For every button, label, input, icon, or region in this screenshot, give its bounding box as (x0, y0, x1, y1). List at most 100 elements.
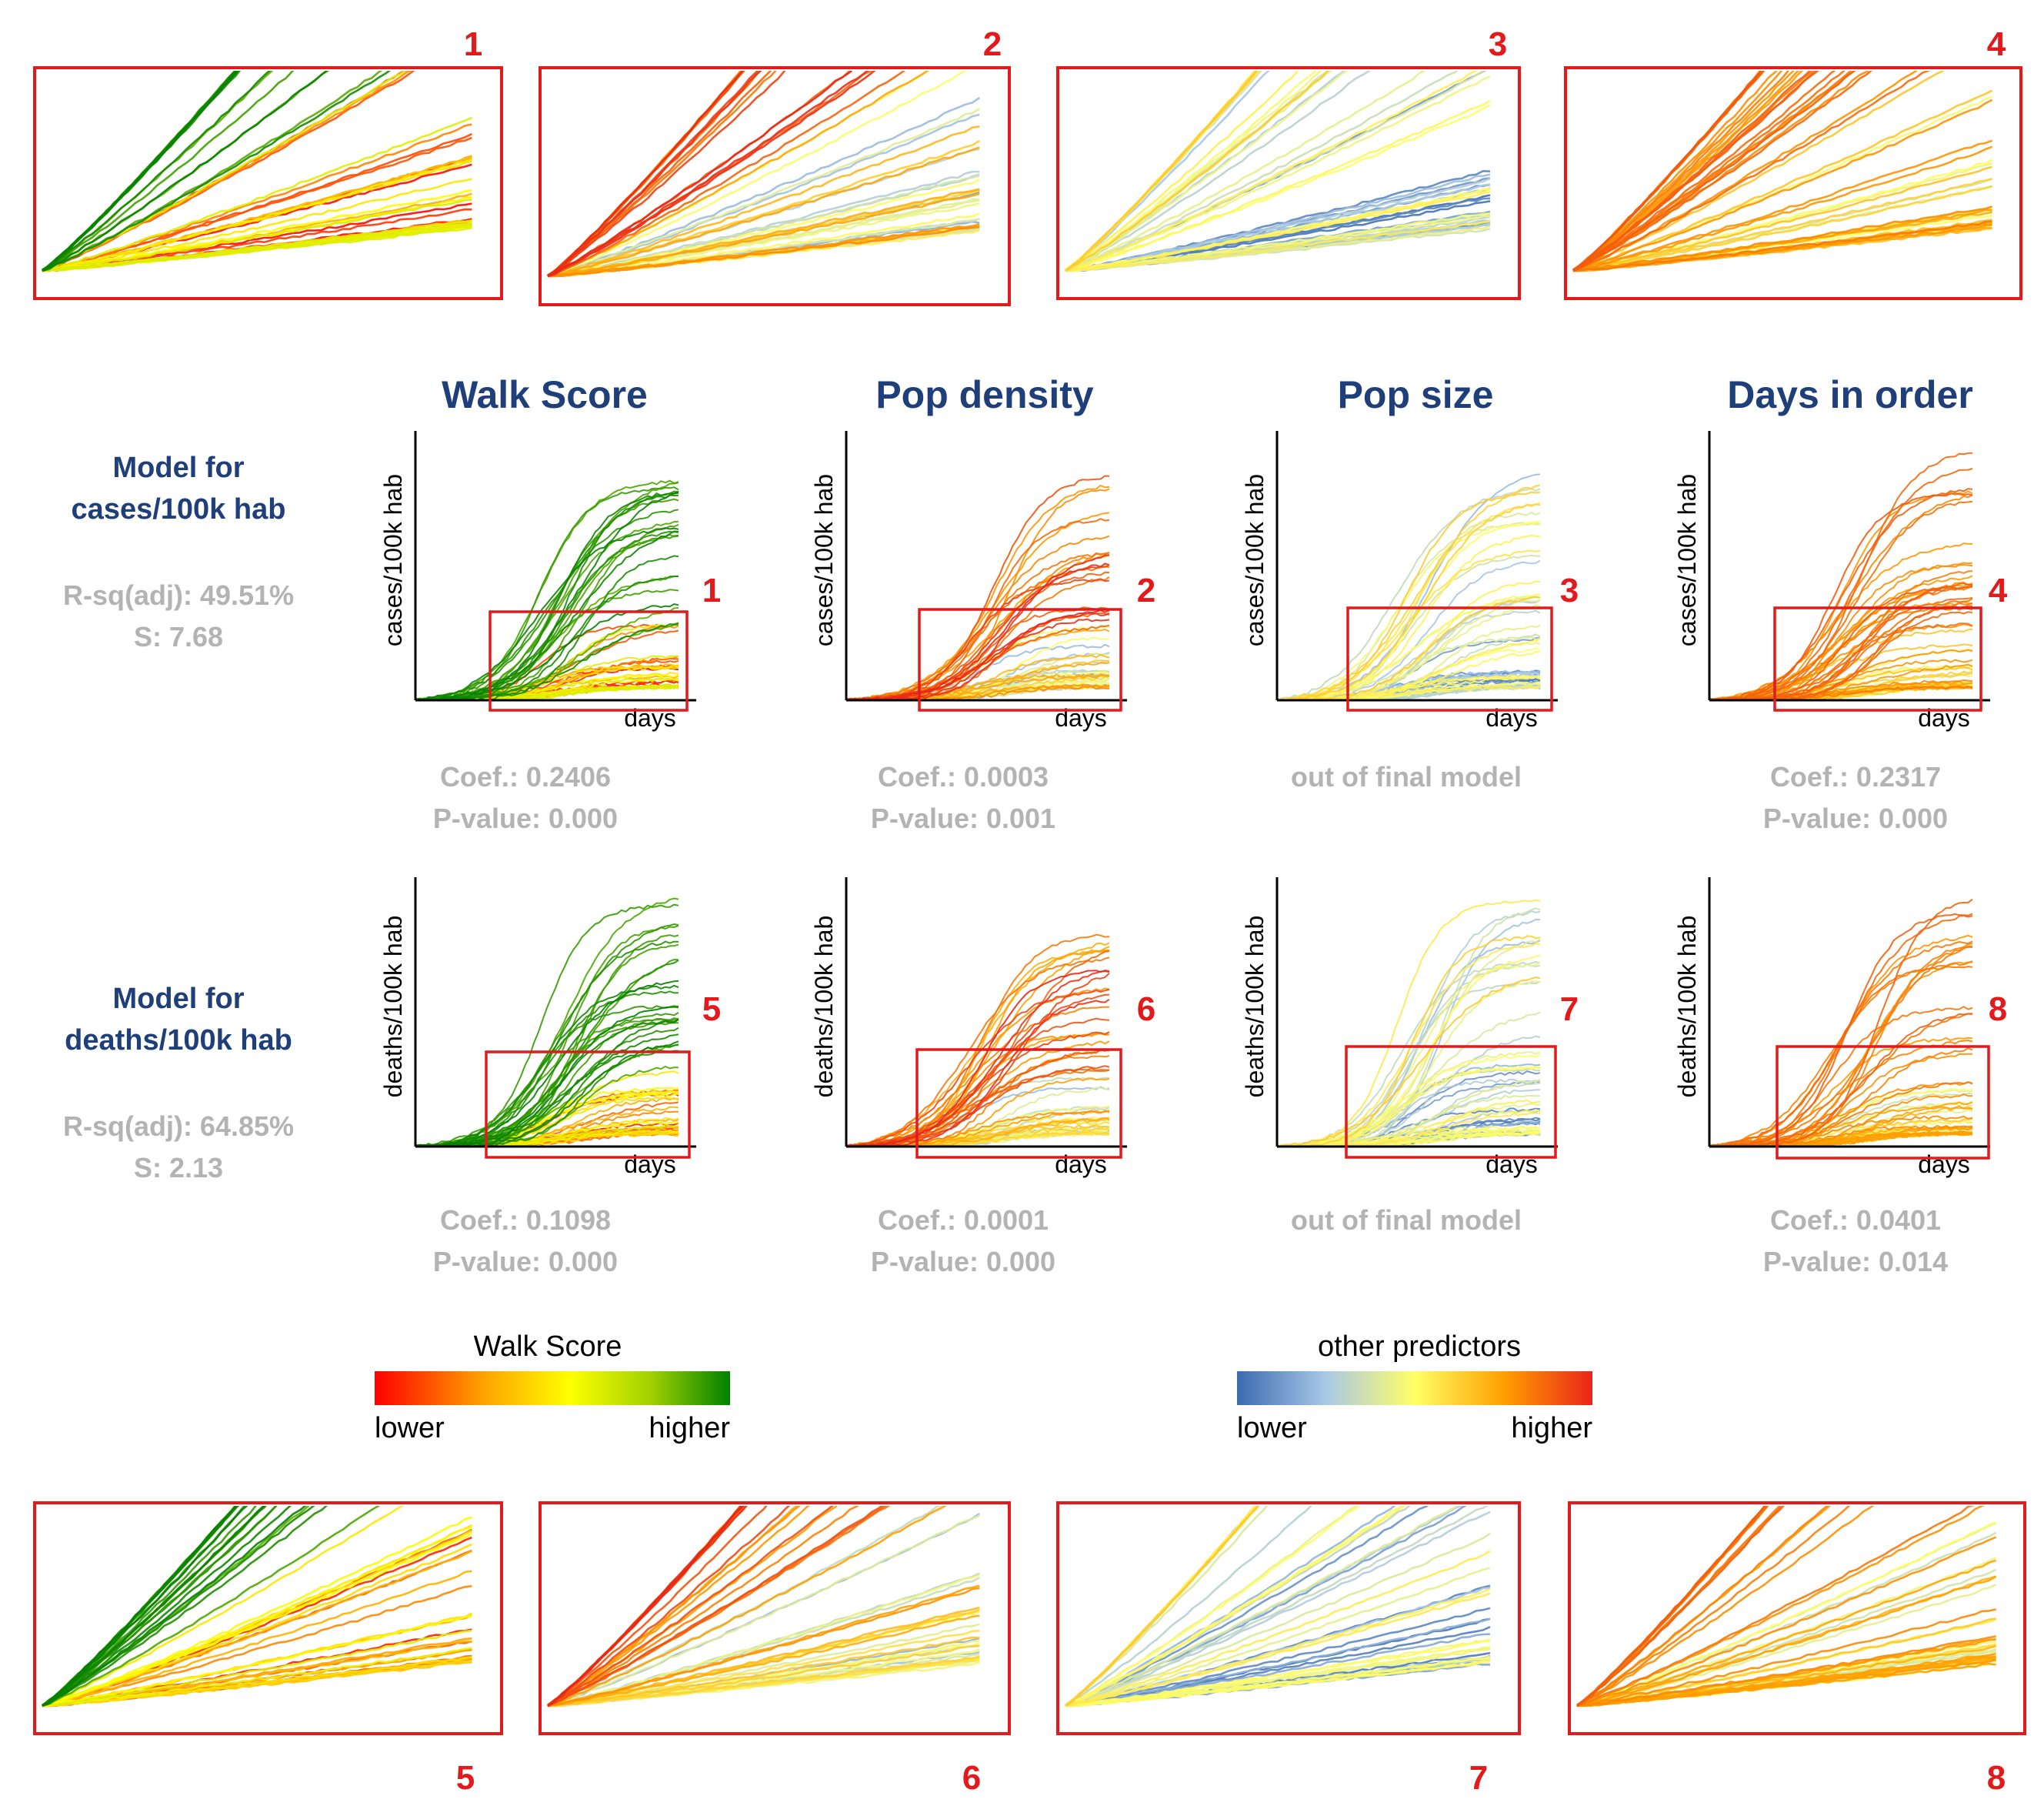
zoom-series-line-3-42 (1065, 212, 1491, 272)
zoom-number-8: 8 (1989, 990, 2007, 1028)
zoom-series-line-4-50 (1572, 71, 1930, 272)
zoom-series-line-7-7 (1065, 1506, 1429, 1707)
pvalue-label-8: P-value: 0.014 (1763, 1246, 1948, 1277)
zoom-series-line-5-34 (42, 1506, 381, 1708)
zoom-series-line-6-31 (547, 1506, 745, 1708)
zoom-series-line-3-52 (1065, 71, 1478, 271)
zoom-series-line-4-26 (1572, 209, 1992, 272)
pvalue-label-2: P-value: 0.001 (871, 803, 1055, 834)
zoom-series-line-6-44 (547, 1506, 747, 1707)
zoom-frame-8 (1568, 1501, 2026, 1735)
zoom-series-line-6-53 (547, 1506, 791, 1708)
zoom-series-line-3-27 (1065, 71, 1459, 272)
zoom-inset-3: 3 (1056, 25, 1521, 300)
zoom-series-line-5-23 (42, 1656, 472, 1708)
series-line-4-56 (1709, 488, 1973, 700)
coef-label-6: Coef.: 0.0001 (878, 1204, 1049, 1236)
zoom-series-line-6-43 (547, 1506, 859, 1706)
zoom-series-line-2-30 (547, 125, 980, 278)
column-title-days-in-order: Days in order (1727, 373, 1973, 416)
zoom-inset-number-7: 7 (1469, 1759, 1488, 1797)
zoom-series-line-7-20 (1065, 1511, 1491, 1707)
zoom-series-line-2-31 (547, 188, 980, 278)
series-line-8-54 (1709, 1013, 1973, 1148)
zoom-series-line-2-20 (548, 202, 980, 278)
zoom-series-line-7-33 (1065, 1532, 1491, 1708)
zoom-series-line-8-13 (1576, 1521, 1996, 1708)
zoom-series-line-5-51 (42, 1506, 328, 1707)
zoom-series-line-6-50 (547, 1506, 768, 1706)
zoom-series-line-6-54 (547, 1506, 743, 1707)
series-line-1-58 (415, 526, 679, 701)
zoom-region-box-5 (485, 1050, 691, 1159)
zoom-series-line-6-41 (547, 1506, 801, 1707)
zoom-number-2: 2 (1137, 572, 1155, 609)
series-line-6-59 (846, 970, 1110, 1147)
zoom-series-line-2-12 (547, 174, 980, 278)
zoom-number-7: 7 (1560, 990, 1579, 1028)
zoom-series-line-6-51 (547, 1506, 834, 1707)
y-axis-label-5: deaths/100k hab (379, 916, 407, 1098)
series-line-1-48 (415, 509, 679, 702)
row-model-deaths-line2: deaths/100k hab (65, 1024, 292, 1057)
series-line-3-41 (1276, 521, 1541, 701)
zoom-series-line-7-34 (1065, 1506, 1459, 1708)
zoom-inset-number-1: 1 (464, 25, 482, 63)
zoom-series-line-4-58 (1572, 71, 1819, 272)
y-axis-label-4: cases/100k hab (1673, 474, 1701, 646)
zoom-series-line-7-32 (1065, 1506, 1269, 1706)
zoom-series-line-7-50 (1065, 1661, 1491, 1708)
coef-label-5: Coef.: 0.1098 (440, 1204, 611, 1236)
zoom-series-line-3-50 (1065, 191, 1491, 272)
zoom-series-line-6-47 (547, 1506, 745, 1708)
series-line-5-45 (415, 923, 679, 1147)
pvalue-label-4: P-value: 0.000 (1763, 803, 1948, 834)
legend-walk-score: Walk Score lower higher (375, 1330, 730, 1444)
zoom-series-line-1-44 (42, 71, 295, 271)
zoom-series-line-5-58 (42, 1506, 238, 1708)
legend-walk-high: higher (649, 1412, 730, 1444)
zoom-series-line-5-54 (42, 1506, 292, 1707)
zoom-series-line-1-59 (42, 71, 328, 272)
legend-walk-title: Walk Score (474, 1330, 622, 1363)
zoom-series-line-6-34 (547, 1506, 745, 1708)
series-line-1-57 (415, 492, 679, 701)
zoom-series-line-7-56 (1065, 1592, 1491, 1708)
zoom-series-line-8-44 (1576, 1635, 1996, 1708)
zoom-series-line-5-46 (42, 1506, 246, 1707)
zoom-series-line-5-16 (42, 1570, 472, 1708)
x-axis-label-7: days (1485, 1150, 1538, 1178)
series-line-3-57 (1276, 503, 1541, 701)
series-line-4-51 (1709, 452, 1973, 701)
zoom-series-line-2-34 (547, 71, 929, 278)
coef-label-2: Coef.: 0.0003 (878, 761, 1049, 793)
y-axis-label-8: deaths/100k hab (1673, 916, 1701, 1098)
zoom-series-line-6-49 (547, 1506, 745, 1707)
zoom-series-line-4-32 (1572, 145, 1993, 272)
series-line-6-53 (846, 1031, 1110, 1147)
y-axis-label-2: cases/100k hab (810, 474, 838, 646)
zoom-series-line-7-49 (1065, 1640, 1491, 1708)
zoom-series-line-5-32 (42, 1629, 472, 1707)
zoom-series-line-5-56 (42, 1506, 265, 1707)
zoom-series-line-6-37 (547, 1506, 947, 1708)
panel-3: days cases/100k hab 3 (1241, 431, 1579, 732)
zoom-series-line-4-28 (1572, 71, 1804, 272)
zoom-series-line-3-58 (1065, 71, 1259, 272)
zoom-series-line-6-26 (547, 1644, 980, 1708)
zoom-series-line-2-29 (547, 139, 980, 277)
zoom-series-line-4-37 (1572, 98, 1993, 272)
zoom-series-line-7-15 (1065, 1506, 1396, 1708)
series-line-3-58 (1276, 491, 1541, 701)
zoom-series-line-2-57 (547, 71, 876, 278)
zoom-number-3: 3 (1560, 572, 1579, 609)
legend-walk-gradient (375, 1371, 730, 1405)
series-line-4-57 (1709, 605, 1973, 702)
legend-other-title: other predictors (1318, 1330, 1521, 1363)
zoom-series-line-4-18 (1572, 71, 1945, 272)
y-axis-label-1: cases/100k hab (379, 474, 407, 646)
series-line-3-25 (1276, 488, 1541, 701)
x-axis-label-6: days (1055, 1150, 1107, 1178)
zoom-inset-number-3: 3 (1489, 25, 1507, 63)
